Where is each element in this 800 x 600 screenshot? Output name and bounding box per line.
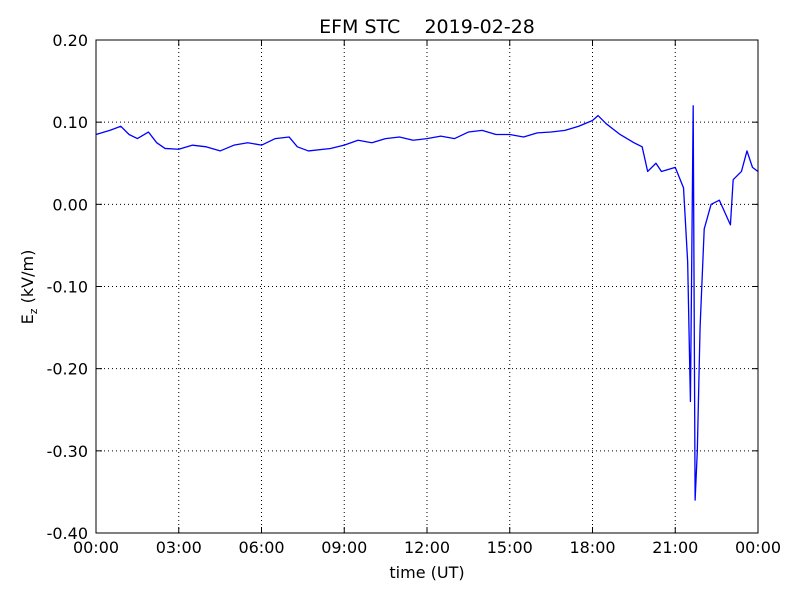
data-line xyxy=(95,105,759,501)
x-tick-label: 09:00 xyxy=(321,538,367,557)
y-tick-label: -0.30 xyxy=(47,442,88,461)
y-tick-label: 0.00 xyxy=(52,195,88,214)
x-axis-label: time (UT) xyxy=(389,563,464,582)
y-tick-label: -0.10 xyxy=(47,278,88,297)
x-tick-label: 03:00 xyxy=(156,538,202,557)
y-tick-label: 0.20 xyxy=(52,31,88,50)
chart-title: EFM STC 2019-02-28 xyxy=(319,16,535,38)
x-tick-label: 18:00 xyxy=(569,538,615,557)
y-tick-label: -0.20 xyxy=(47,360,88,379)
x-tick-label: 06:00 xyxy=(238,538,284,557)
x-tick-label: 00:00 xyxy=(73,538,119,557)
y-tick-label: -0.40 xyxy=(47,524,88,543)
y-label-unit: (kV/m) xyxy=(18,250,37,309)
y-label-base: E xyxy=(18,314,37,324)
x-tick-label: 15:00 xyxy=(487,538,533,557)
x-tick-label: 00:00 xyxy=(735,538,781,557)
plot-frame xyxy=(95,39,759,534)
x-tick-label: 12:00 xyxy=(404,538,450,557)
y-axis-label: Ez (kV/m) xyxy=(18,250,40,325)
x-tick-label: 21:00 xyxy=(652,538,698,557)
y-label-sub: z xyxy=(27,308,40,314)
y-tick-label: 0.10 xyxy=(52,113,88,132)
